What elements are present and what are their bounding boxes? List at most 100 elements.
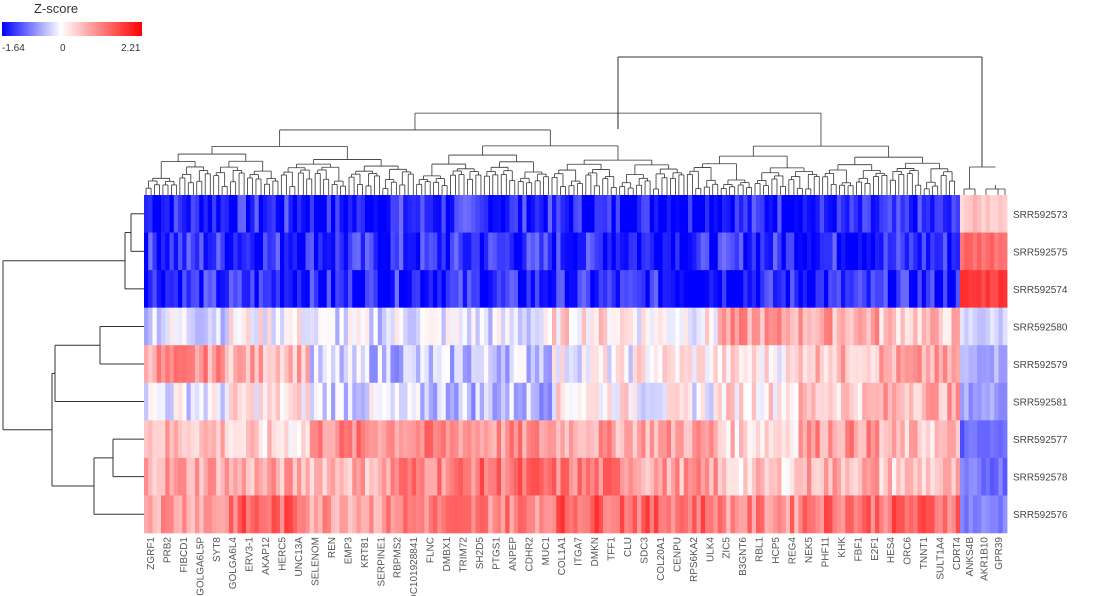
heatmap-cell [845, 495, 850, 534]
heatmap-cell [352, 307, 357, 346]
heatmap-cell [709, 270, 714, 308]
heatmap-cell [845, 195, 850, 233]
heatmap-cell [505, 345, 510, 384]
heatmap-cell [730, 457, 736, 496]
heatmap-cell [564, 420, 570, 459]
heatmap-cell [556, 232, 561, 271]
heatmap-cell [284, 307, 289, 346]
heatmap-cell [751, 457, 757, 496]
heatmap-cell [824, 457, 829, 496]
heatmap-cell [479, 382, 485, 421]
heatmap-cell [883, 457, 889, 496]
heatmap-cell [165, 495, 170, 534]
heatmap-cell [994, 270, 999, 308]
heatmap-cell [314, 270, 319, 308]
heatmap-cell [943, 495, 948, 534]
heatmap-cell [241, 382, 247, 421]
heatmap-cell [743, 270, 748, 308]
heatmap-cell [152, 232, 158, 271]
heatmap-cell [445, 270, 451, 308]
heatmap-cell [377, 195, 383, 233]
heatmap-cell [845, 382, 850, 421]
heatmap-cell [416, 420, 421, 459]
heatmap-cell [955, 307, 961, 346]
heatmap-cell [564, 345, 570, 384]
heatmap-cell [955, 457, 961, 496]
heatmap-cell [246, 457, 251, 496]
heatmap-cell [641, 382, 646, 421]
heatmap-cell [960, 457, 965, 496]
heatmap-cell [777, 457, 782, 496]
heatmap-cell [768, 382, 774, 421]
heatmap-cell [258, 457, 264, 496]
heatmap-cell [513, 495, 519, 534]
heatmap-cell [309, 457, 315, 496]
heatmap-cell [909, 495, 914, 534]
heatmap-cell [403, 495, 408, 534]
heatmap-cell [917, 457, 923, 496]
heatmap-cell [773, 232, 778, 271]
heatmap-cell [509, 495, 515, 534]
heatmap-cell [909, 345, 914, 384]
heatmap-cell [399, 382, 404, 421]
heatmap-cell [207, 382, 213, 421]
heatmap-cell [335, 270, 340, 308]
heatmap-cell [479, 495, 485, 534]
heatmap-cell [926, 382, 931, 421]
heatmap-cell [518, 270, 523, 308]
heatmap-cell [390, 420, 396, 459]
heatmap-cell [943, 420, 948, 459]
heatmap-cell [365, 195, 370, 233]
heatmap-cell [624, 232, 629, 271]
heatmap-cell [454, 232, 459, 271]
heatmap-cell [807, 345, 812, 384]
heatmap-cell [420, 195, 425, 233]
heatmap-cell [641, 195, 646, 233]
heatmap-cell [365, 345, 370, 384]
heatmap-cell [382, 232, 387, 271]
heatmap-cell [471, 195, 476, 233]
heatmap-cell [246, 345, 251, 384]
heatmap-cell [195, 270, 200, 308]
heatmap-cell [411, 232, 417, 271]
heatmap-cell [938, 195, 944, 233]
heatmap-cell [913, 232, 918, 271]
heatmap-cell [696, 457, 702, 496]
heatmap-cell [186, 420, 192, 459]
heatmap-cell [360, 345, 366, 384]
heatmap-cell [535, 495, 540, 534]
heatmap-cell [492, 232, 498, 271]
column-label: ANPEP [508, 537, 519, 571]
heatmap-cell [641, 457, 646, 496]
heatmap-cell [352, 382, 357, 421]
heatmap-cell [339, 307, 345, 346]
heatmap-cell [1002, 195, 1008, 233]
heatmap-cell [637, 345, 642, 384]
heatmap-cell [280, 232, 285, 271]
heatmap-cell [998, 495, 1004, 534]
heatmap-cell [637, 270, 642, 308]
heatmap-cell [386, 495, 391, 534]
heatmap-cell [505, 270, 510, 308]
heatmap-cell [777, 270, 782, 308]
heatmap-cell [892, 307, 897, 346]
heatmap-cell [628, 420, 634, 459]
heatmap-cell [624, 420, 629, 459]
heatmap-cell [870, 195, 876, 233]
heatmap-cell [467, 457, 472, 496]
heatmap-cell [896, 345, 901, 384]
heatmap-cell [161, 457, 166, 496]
heatmap-cell [734, 232, 740, 271]
column-label: GPR39 [994, 537, 1005, 570]
heatmap-cell [972, 195, 978, 233]
heatmap-cell [836, 345, 842, 384]
heatmap-cell [365, 232, 370, 271]
heatmap-cell [390, 495, 396, 534]
heatmap-cell [390, 232, 396, 271]
heatmap-cell [828, 270, 833, 308]
heatmap-cell [811, 195, 816, 233]
heatmap-cell [284, 420, 289, 459]
heatmap-cell [318, 195, 323, 233]
heatmap-cell [968, 495, 974, 534]
heatmap-cell [229, 232, 234, 271]
